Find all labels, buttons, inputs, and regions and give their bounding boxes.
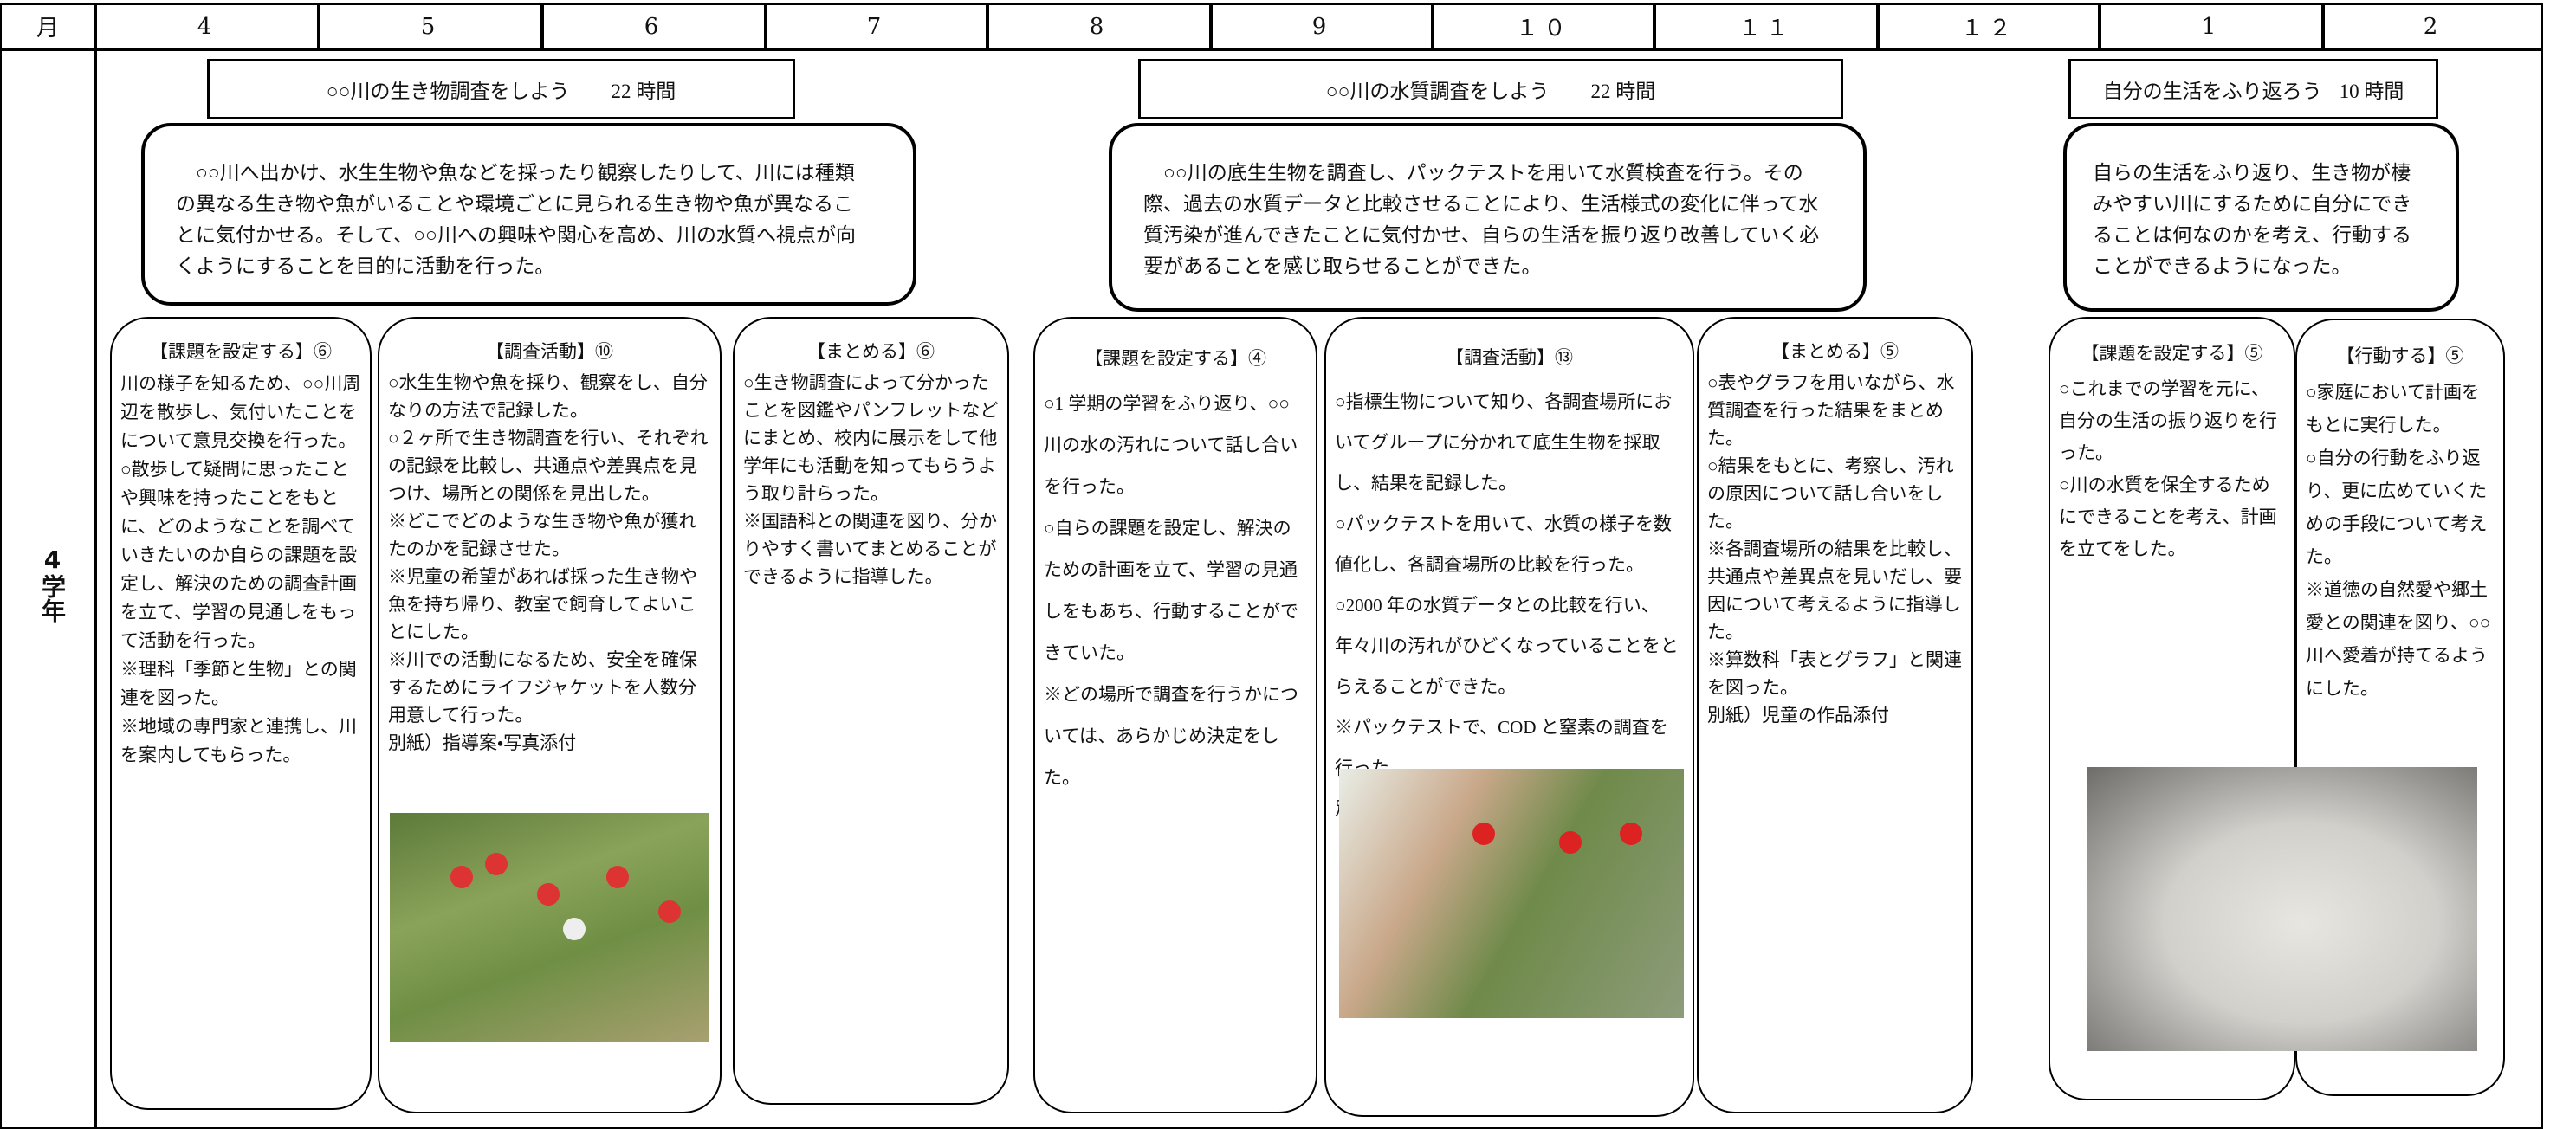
activity-text: ○生き物調査によって分かったことを図鑑やパンフレットなどにまとめ、校内に展示をし… — [743, 372, 999, 504]
activity-text: ○自分の行動をふり返り、更に広めていくための手段について考えた。 — [2306, 448, 2488, 567]
photo-detail — [563, 918, 586, 940]
activity-box: 【まとめる】⑥ ○生き物調査によって分かったことを図鑑やパンフレットなどにまとめ、… — [733, 317, 1009, 1105]
activity-text: ○２ヶ所で生き物調査を行い、それぞれの記録を比較し、共通点や差異点を見つけ、場所… — [388, 428, 709, 504]
unit-hours: 22 時間 — [1590, 81, 1656, 102]
activity-text: ○結果をもとに、考察し、汚れの原因について話し合いをした。 — [1707, 455, 1954, 532]
activity-box: 【まとめる】⑤ ○表やグラフを用いながら、水質調査を行った結果をまとめた。 ○結果を… — [1697, 317, 1973, 1113]
unit-title-box: 自分の生活をふり返ろう 10 時間 — [2068, 59, 2438, 119]
activity-heading: 【行動する】⑤ — [2336, 345, 2464, 366]
activity-text: ※児童の希望があれば採った生き物や魚を持ち帰り、教室で飼育してよいことにした。 — [388, 566, 697, 642]
photo-detail — [537, 883, 560, 906]
photo — [390, 813, 709, 1042]
activity-heading: 【課題を設定する】⑤ — [2081, 343, 2263, 364]
grade-label: 4学年 — [38, 545, 67, 623]
content-cell — [95, 49, 2543, 1129]
month-cell: 6 — [542, 3, 766, 49]
unit-title-box: ○○川の生き物調査をしよう 22 時間 — [207, 59, 795, 119]
month-label-cell: 月 — [0, 3, 95, 49]
unit-hours: 10 時間 — [2339, 81, 2404, 102]
month-cell: 2 — [2323, 3, 2543, 49]
unit-title: 自分の生活をふり返ろう — [2102, 81, 2322, 102]
unit-title: ○○川の水質調査をしよう — [1325, 81, 1550, 102]
activity-text: ※道徳の自然愛や郷土愛との関連を図り、○○川へ愛着が持てるようにした。 — [2306, 579, 2491, 699]
month-cell: １１ — [1654, 3, 1878, 49]
activity-text: ○2000 年の水質データとの比較を行い、年々川の汚れがひどくなっていることをと… — [1335, 595, 1679, 697]
month-cell: 8 — [987, 3, 1211, 49]
activity-heading: 【課題を設定する】④ — [1084, 348, 1266, 369]
activity-heading: 【調査活動】⑩ — [486, 341, 613, 362]
photo-detail — [1620, 823, 1642, 845]
unit-description: ○○川の底生生物を調査し、パックテストを用いて水質検査を行う。その際、過去の水質… — [1109, 123, 1867, 312]
unit-title: ○○川の生き物調査をしよう — [326, 81, 570, 102]
photo-detail — [450, 866, 473, 888]
activity-text: ○表やグラフを用いながら、水質調査を行った結果をまとめた。 — [1707, 372, 1955, 448]
photo-detail — [606, 866, 629, 888]
month-cell: 9 — [1211, 3, 1433, 49]
activity-text: ○自らの課題を設定し、解決のための計画を立て、学習の見通しをもあち、行動すること… — [1044, 518, 1298, 663]
photo-detail — [1559, 831, 1582, 854]
activity-text: 別紙）児童の作品添付 — [1707, 705, 1889, 726]
month-cell: 5 — [319, 3, 542, 49]
month-cell: 1 — [2100, 3, 2323, 49]
photo — [2087, 767, 2477, 1051]
activity-text: ○パックテストを用いて、水質の様子を数値化し、各調査場所の比較を行った。 — [1335, 513, 1673, 575]
photo — [1339, 769, 1684, 1018]
activity-text: ※理科「季節と生物」との関連を図った。 — [120, 659, 357, 708]
unit-description: ○○川へ出かけ、水生生物や魚などを採ったり観察したりして、川には種類の異なる生き… — [141, 123, 916, 306]
photo-detail — [1472, 823, 1495, 845]
activity-text: 川の様子を知るため、○○川周辺を散歩し、気付いたことをについて意見交換を行った。 — [120, 373, 361, 451]
activity-text: ※どの場所で調査を行うかについては、あらかじめ決定をした。 — [1044, 684, 1298, 788]
activity-text: ※川での活動になるため、安全を確保するためにライフジャケットを人数分用意して行っ… — [388, 649, 697, 726]
activity-heading: 【調査活動】⑬ — [1446, 347, 1573, 368]
activity-box: 【課題を設定する】④ ○1 学期の学習をふり返り、○○川の水の汚れについて話し合い… — [1033, 317, 1317, 1113]
activity-text: ○指標生物について知り、各調査場所においてグループに分かれて底生生物を採取し、結… — [1335, 391, 1673, 494]
activity-heading: 【まとめる】⑤ — [1771, 341, 1899, 362]
activity-text: 別紙）指導案・写真添付 — [388, 732, 577, 753]
activity-text: ○これまでの学習を元に、自分の生活の振り返りを行った。 — [2059, 378, 2277, 463]
month-cell: １２ — [1878, 3, 2100, 49]
unit-hours: 22 時間 — [611, 81, 676, 102]
activity-heading: 【課題を設定する】⑥ — [150, 341, 332, 362]
photo-detail — [658, 900, 681, 923]
activity-text: ※どこでどのような生き物や魚が獲れたのかを記録させた。 — [388, 511, 697, 559]
activity-text: ○川の水質を保全するためにできることを考え、計画を立てをした。 — [2059, 474, 2277, 559]
photo-detail — [485, 853, 508, 875]
activity-text: ※算数科「表とグラフ」と関連を図った。 — [1707, 649, 1962, 698]
activity-text: ○水生生物や魚を採り、観察をし、自分なりの方法で記録した。 — [388, 372, 708, 421]
unit-title-box: ○○川の水質調査をしよう 22 時間 — [1138, 59, 1843, 119]
activity-text: ○散歩して疑問に思ったことや興味を持ったことをもとに、どのようなことを調べていき… — [120, 459, 357, 651]
month-cell: 7 — [766, 3, 987, 49]
activity-text: ※地域の専門家と連携し、川を案内してもらった。 — [120, 716, 357, 765]
month-cell: 4 — [95, 3, 319, 49]
unit-description: 自らの生活をふり返り、生き物が棲みやすい川にするために自分にできることは何なのか… — [2063, 123, 2459, 312]
activity-text: ※国語科との関連を図り、分かりやすく書いてまとめることができるように指導した。 — [743, 511, 997, 587]
activity-text: ○1 学期の学習をふり返り、○○川の水の汚れについて話し合いを行った。 — [1044, 393, 1298, 497]
month-cell: １０ — [1433, 3, 1654, 49]
activity-box: 【課題を設定する】⑥ 川の様子を知るため、○○川周辺を散歩し、気付いたことをについ… — [110, 317, 372, 1110]
activity-text: ※各調査場所の結果を比較し、共通点や差異点を見いだし、要因について考えるように指… — [1707, 539, 1962, 642]
activity-heading: 【まとめる】⑥ — [807, 341, 935, 362]
grade-cell — [0, 49, 95, 1129]
activity-text: ○家庭において計画をもとに実行した。 — [2306, 382, 2481, 435]
